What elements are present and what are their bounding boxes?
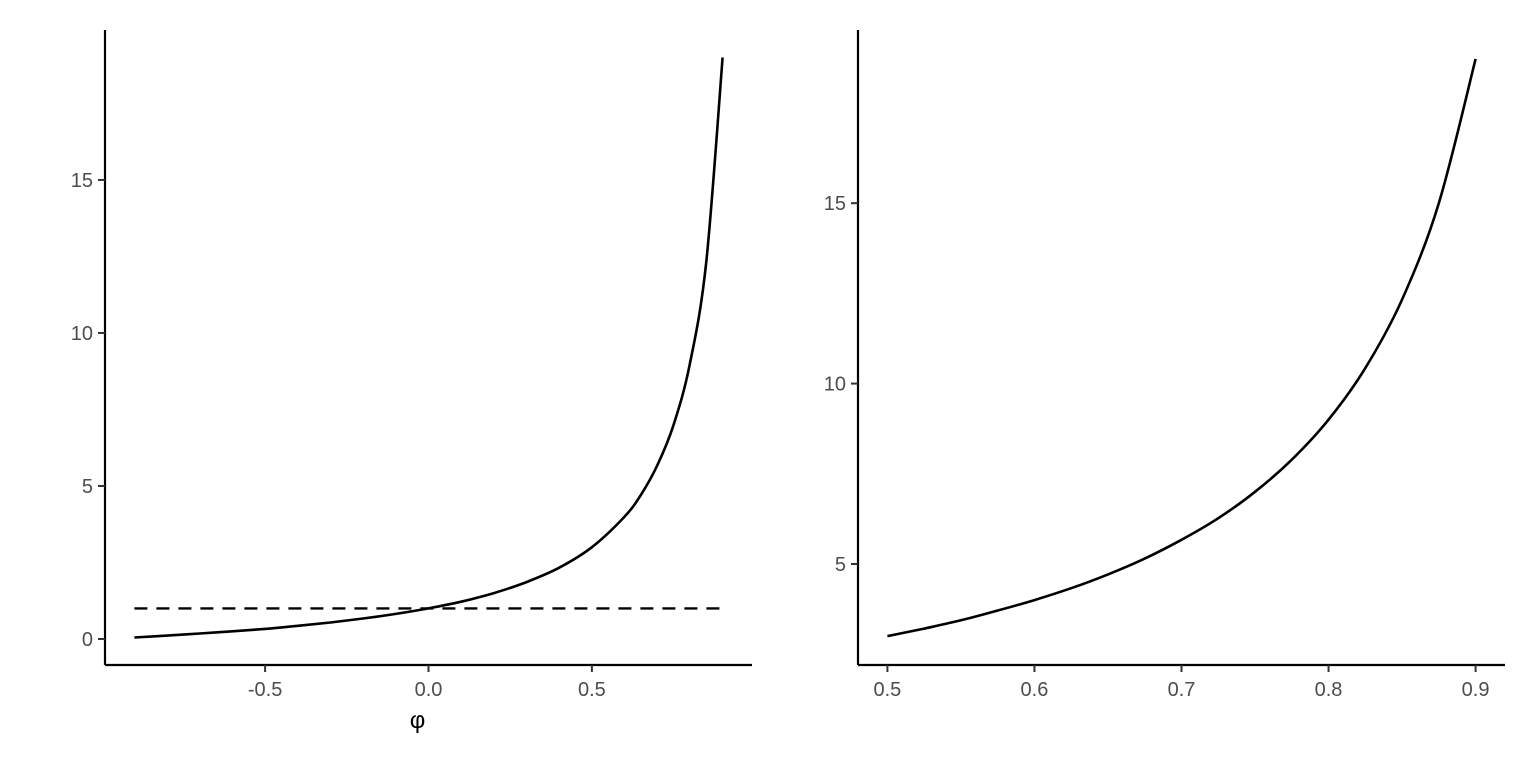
x-tick-label: 0.7 xyxy=(1168,679,1196,701)
series-line xyxy=(134,57,724,639)
x-tick-label: 0.5 xyxy=(578,679,606,701)
x-tick-label: 0.0 xyxy=(415,679,443,701)
y-tick-label: 10 xyxy=(824,374,846,396)
x-tick-label: -0.5 xyxy=(248,679,282,701)
y-tick-label: 15 xyxy=(824,193,846,215)
x-tick-label: 0.6 xyxy=(1021,679,1049,701)
x-tick-label: 0.9 xyxy=(1462,679,1490,701)
left-panel: -0.5 0.0 0.5 0 5 10 15 φ xyxy=(71,30,752,734)
y-tick-label: 15 xyxy=(71,170,93,192)
x-tick-label: 0.5 xyxy=(874,679,902,701)
y-tick-label: 5 xyxy=(82,476,93,498)
x-tick-label: 0.8 xyxy=(1315,679,1343,701)
y-tick-label: 5 xyxy=(835,554,846,576)
y-tick-label: 0 xyxy=(82,629,93,651)
right-panel: 0.5 0.6 0.7 0.8 0.9 5 10 15 xyxy=(824,30,1505,701)
y-tick-label: 10 xyxy=(71,323,93,345)
x-axis-title: φ xyxy=(410,707,426,734)
series-line xyxy=(887,58,1477,638)
